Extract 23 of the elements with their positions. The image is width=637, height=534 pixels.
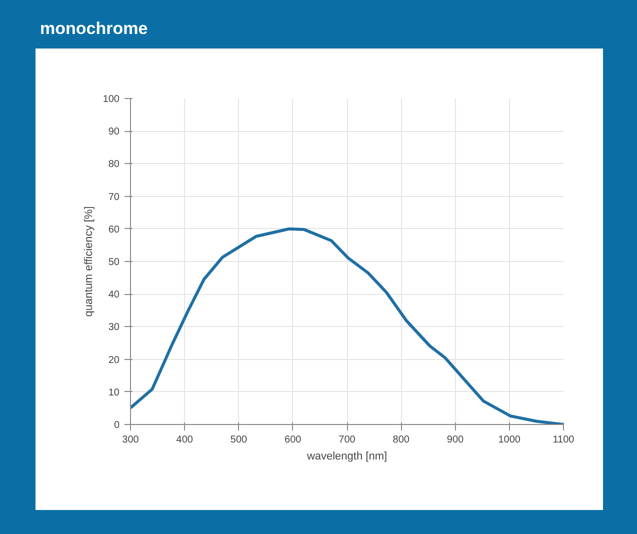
y-tick-label: 10 [108, 387, 120, 398]
x-tick-label: 500 [230, 434, 248, 446]
y-tick-label: 20 [108, 354, 120, 366]
y-tick-label: 50 [108, 257, 120, 268]
x-tick-label: 1100 [552, 434, 575, 446]
y-tick-label: 60 [108, 224, 120, 236]
x-tick-label: 700 [338, 434, 356, 446]
y-tick-label: 40 [108, 290, 120, 301]
x-tick-label: 900 [446, 434, 464, 446]
chart-title: monochrome [40, 18, 148, 40]
y-tick-label: 90 [108, 126, 120, 138]
y-tick-label: 80 [108, 159, 120, 170]
y-tick-label: 30 [108, 322, 120, 334]
x-tick-label: 400 [176, 434, 194, 446]
x-tick-label: 300 [122, 434, 140, 446]
y-axis-title: quantum efficiency [%] [82, 206, 95, 317]
x-tick-label: 800 [392, 434, 410, 446]
x-tick-label: 600 [284, 434, 302, 446]
y-tick-label: 0 [114, 420, 120, 431]
y-tick-label: 100 [102, 94, 120, 105]
x-tick-label: 1000 [498, 434, 521, 446]
x-axis-title: wavelength [nm] [306, 450, 388, 462]
y-tick-label: 70 [108, 192, 120, 203]
